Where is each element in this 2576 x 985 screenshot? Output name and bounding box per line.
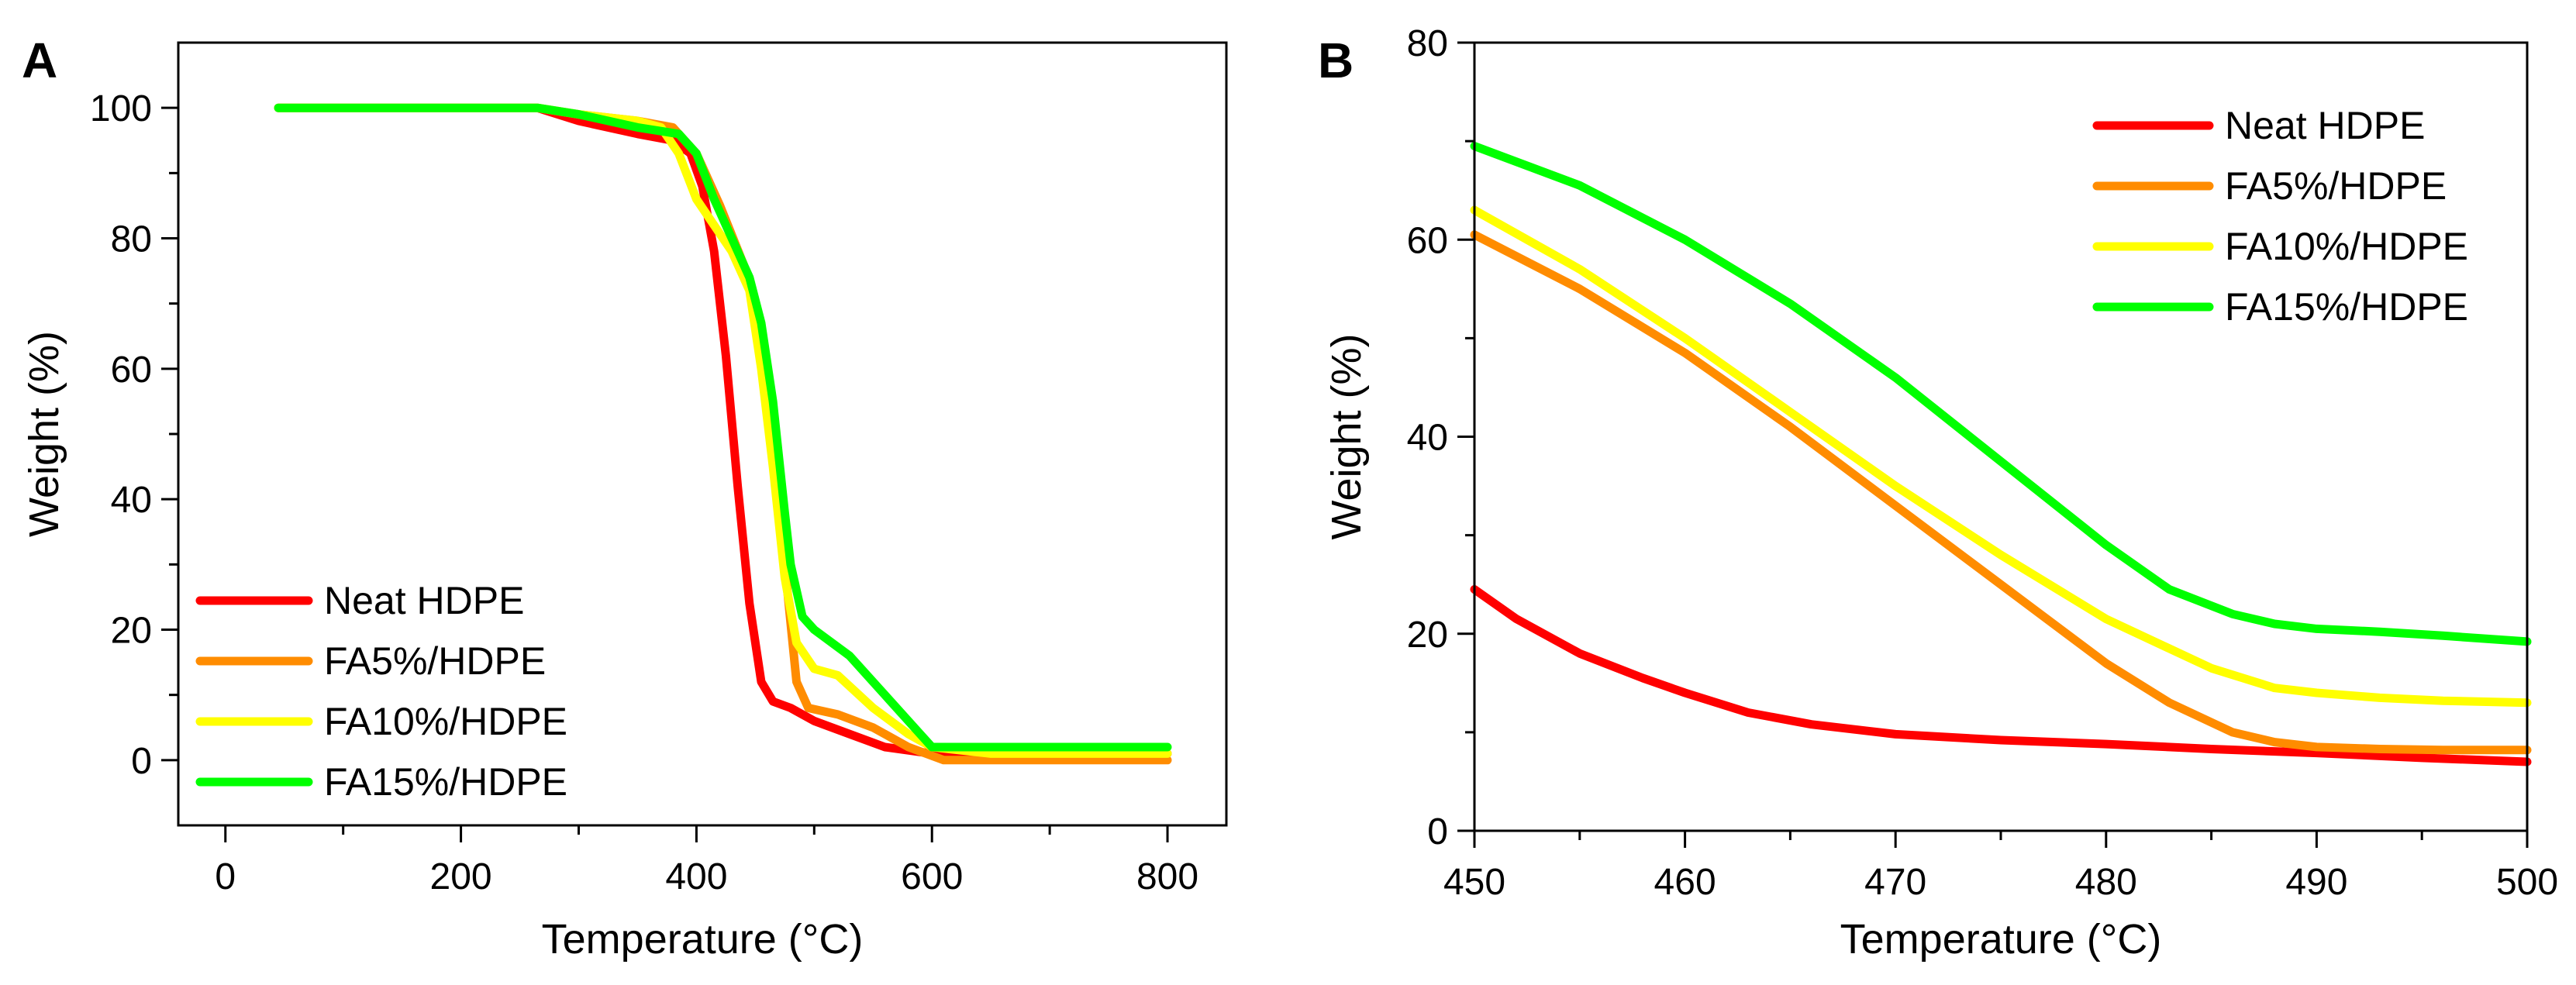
panel-b-y-tick-label-2: 40	[1407, 418, 1448, 459]
panel-b-axes-frame	[1473, 41, 2529, 832]
panel-a-x-tick-label-2: 400	[665, 856, 727, 897]
panel-a-y-tick-label-1: 20	[111, 611, 152, 652]
panel-b-series-line-1	[1470, 230, 2532, 755]
panel-b-y-tick-label-1: 20	[1407, 615, 1448, 656]
panel-b: 450 460 470 480 490 500 0 20 40 60 80 Temperature (…	[1323, 23, 2558, 963]
panel-a-x-tick-label-3: 600	[901, 856, 963, 897]
panel-a-y-tick-label-0: 0	[131, 741, 152, 782]
panel-a-x-tick-label-0: 0	[215, 856, 236, 897]
panel-a-y-tick-label-2: 40	[111, 480, 152, 521]
panel-b-series-line-0	[1470, 585, 2532, 766]
panel-a-y-tick-label-3: 60	[111, 350, 152, 391]
panel-letter-b: B	[1318, 33, 1354, 88]
panel-b-y-tick-label-0: 0	[1427, 811, 1448, 852]
panel-b-x-tick-label-5: 500	[2496, 862, 2558, 903]
panel-a-y-tick-label-4: 80	[111, 219, 152, 260]
panel-a-y-axis-title: Weight (%)	[21, 331, 67, 537]
panel-a-y-tick-label-5: 100	[90, 88, 152, 129]
panel-a-x-axis-title: Temperature (°C)	[542, 916, 864, 963]
panel-a-legend-label-0: Neat HDPE	[324, 579, 524, 622]
panel-b-x-axis-title: Temperature (°C)	[1840, 916, 2162, 963]
panel-b-legend-label-2: FA10%/HDPE	[2225, 225, 2468, 268]
panel-b-series-line-3	[1470, 142, 2532, 646]
panel-b-x-tick-label-0: 450	[1443, 862, 1505, 903]
panel-b-y-tick-label-3: 60	[1407, 220, 1448, 261]
panel-b-x-tick-label-4: 490	[2285, 862, 2347, 903]
panel-b-y-tick-label-4: 80	[1407, 23, 1448, 64]
panel-a-x-tick-label-1: 200	[430, 856, 492, 897]
panel-b-series-line-2	[1470, 205, 2532, 708]
panel-a-legend-label-3: FA15%/HDPE	[324, 760, 567, 804]
panel-a-series-line-0	[274, 103, 1172, 758]
panel-a-x-tick-label-4: 800	[1136, 856, 1198, 897]
panel-b-legend-label-3: FA15%/HDPE	[2225, 285, 2468, 329]
panel-a-series-line-3	[274, 103, 1172, 752]
panel-b-x-tick-label-3: 480	[2075, 862, 2137, 903]
panel-b-y-axis-title: Weight (%)	[1323, 333, 1370, 539]
panel-a-legend-label-2: FA10%/HDPE	[324, 700, 567, 743]
panel-a-legend-label-1: FA5%/HDPE	[324, 639, 546, 683]
panel-b-legend-label-1: FA5%/HDPE	[2225, 164, 2447, 208]
panel-b-x-tick-label-2: 470	[1864, 862, 1926, 903]
panel-a: 0 200 400 600 800 0 20 40 60 80 100 Temperature (°C…	[21, 41, 1228, 963]
panel-b-legend-label-0: Neat HDPE	[2225, 104, 2425, 147]
panel-b-x-tick-label-1: 460	[1654, 862, 1716, 903]
panel-letter-a: A	[22, 33, 57, 88]
